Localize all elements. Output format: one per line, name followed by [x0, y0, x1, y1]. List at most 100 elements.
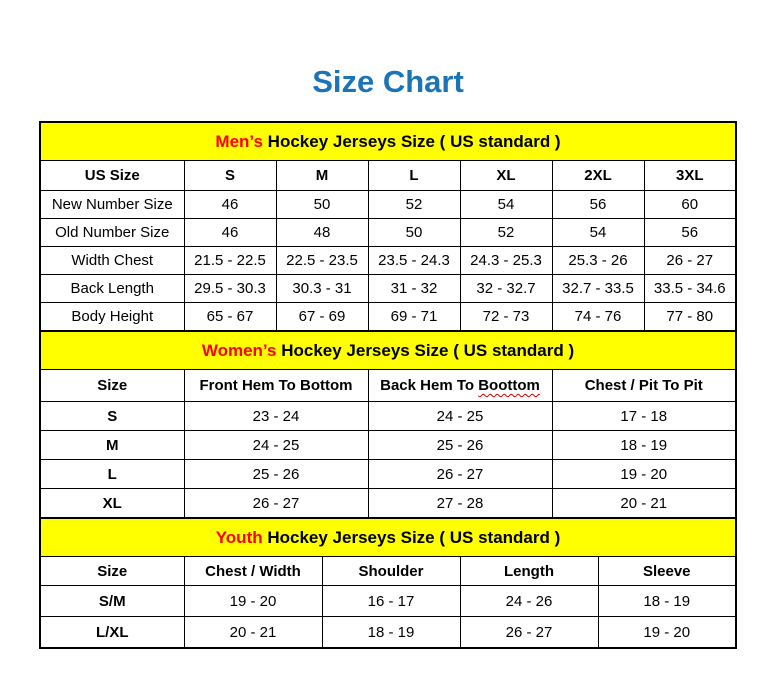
- size-value: 50: [275, 190, 369, 219]
- table-row: S/M 19 - 20 16 - 17 24 - 26 18 - 19: [39, 585, 737, 617]
- size-value: 60: [643, 190, 737, 219]
- size-value: 24 - 26: [459, 585, 599, 617]
- size-value: 18 - 19: [551, 430, 737, 460]
- size-value: 30.3 - 31: [275, 274, 369, 303]
- size-value: 21.5 - 22.5: [183, 246, 277, 275]
- size-value: 48: [275, 218, 369, 247]
- column-header: US Size: [39, 160, 185, 191]
- table-row: Old Number Size 46 48 50 52 54 56: [39, 218, 737, 247]
- table-row: Width Chest 21.5 - 22.5 22.5 - 23.5 23.5 - …: [39, 246, 737, 275]
- size-value: 24.3 - 25.3: [459, 246, 553, 275]
- column-header: Shoulder: [321, 556, 461, 586]
- size-value: 50: [367, 218, 461, 247]
- mens-caption: Men’s Hockey Jerseys Size ( US standard …: [39, 121, 737, 161]
- row-label: Body Height: [39, 302, 185, 332]
- size-value: 26 - 27: [367, 459, 553, 489]
- page-title: Size Chart: [312, 64, 464, 99]
- size-value: 23 - 24: [183, 401, 369, 431]
- size-value: 26 - 27: [183, 488, 369, 519]
- row-label: XL: [39, 488, 185, 519]
- size-value: 72 - 73: [459, 302, 553, 332]
- column-header: M: [275, 160, 369, 191]
- misspelled-word: Boottom: [478, 377, 540, 394]
- table-row: XL 26 - 27 27 - 28 20 - 21: [39, 488, 737, 519]
- size-value: 26 - 27: [643, 246, 737, 275]
- table-row: Body Height 65 - 67 67 - 69 69 - 71 72 - 73 7…: [39, 302, 737, 332]
- row-label: Old Number Size: [39, 218, 185, 247]
- size-value: 25 - 26: [367, 430, 553, 460]
- size-value: 65 - 67: [183, 302, 277, 332]
- size-value: 56: [643, 218, 737, 247]
- size-value: 74 - 76: [551, 302, 645, 332]
- size-value: 56: [551, 190, 645, 219]
- size-value: 23.5 - 24.3: [367, 246, 461, 275]
- size-value: 29.5 - 30.3: [183, 274, 277, 303]
- column-header: Size: [39, 369, 185, 402]
- mens-header-row: US Size S M L XL 2XL 3XL: [39, 160, 737, 191]
- table-row: M 24 - 25 25 - 26 18 - 19: [39, 430, 737, 460]
- column-header: Front Hem To Bottom: [183, 369, 369, 402]
- table-row: L 25 - 26 26 - 27 19 - 20: [39, 459, 737, 489]
- size-value: 54: [459, 190, 553, 219]
- size-value: 17 - 18: [551, 401, 737, 431]
- youth-header-row: Size Chest / Width Shoulder Length Sleeve: [39, 556, 737, 586]
- womens-size-table: Women’s Hockey Jerseys Size ( US standar…: [39, 330, 737, 519]
- size-value: 69 - 71: [367, 302, 461, 332]
- womens-caption: Women’s Hockey Jerseys Size ( US standar…: [39, 330, 737, 370]
- table-row: S 23 - 24 24 - 25 17 - 18: [39, 401, 737, 431]
- size-value: 32.7 - 33.5: [551, 274, 645, 303]
- size-value: 24 - 25: [367, 401, 553, 431]
- column-header: XL: [459, 160, 553, 191]
- column-header: Size: [39, 556, 185, 586]
- row-label: S: [39, 401, 185, 431]
- table-row: New Number Size 46 50 52 54 56 60: [39, 190, 737, 219]
- row-label: New Number Size: [39, 190, 185, 219]
- size-value: 18 - 19: [597, 585, 737, 617]
- size-value: 19 - 20: [551, 459, 737, 489]
- table-row: Back Length 29.5 - 30.3 30.3 - 31 31 - 32 32…: [39, 274, 737, 303]
- column-header: Length: [459, 556, 599, 586]
- column-header: Chest / Pit To Pit: [551, 369, 737, 402]
- header-text: Back Hem To: [380, 377, 479, 394]
- size-value: 52: [459, 218, 553, 247]
- size-tables: Men’s Hockey Jerseys Size ( US standard …: [39, 121, 737, 649]
- size-value: 19 - 20: [597, 616, 737, 649]
- column-header: Back Hem To Boottom: [367, 369, 553, 402]
- size-value: 25.3 - 26: [551, 246, 645, 275]
- table-row: L/XL 20 - 21 18 - 19 26 - 27 19 - 20: [39, 616, 737, 649]
- column-header: 3XL: [643, 160, 737, 191]
- womens-caption-text: Hockey Jerseys Size ( US standard ): [276, 340, 575, 360]
- row-label: S/M: [39, 585, 185, 617]
- size-value: 46: [183, 190, 277, 219]
- column-header: Sleeve: [597, 556, 737, 586]
- womens-caption-row: Women’s Hockey Jerseys Size ( US standar…: [39, 330, 737, 370]
- youth-caption-highlight: Youth: [215, 527, 263, 547]
- size-value: 46: [183, 218, 277, 247]
- row-label: L: [39, 459, 185, 489]
- size-value: 77 - 80: [643, 302, 737, 332]
- size-value: 20 - 21: [183, 616, 323, 649]
- size-value: 52: [367, 190, 461, 219]
- size-value: 22.5 - 23.5: [275, 246, 369, 275]
- size-value: 24 - 25: [183, 430, 369, 460]
- column-header: Chest / Width: [183, 556, 323, 586]
- size-value: 26 - 27: [459, 616, 599, 649]
- column-header: S: [183, 160, 277, 191]
- column-header: L: [367, 160, 461, 191]
- row-label: M: [39, 430, 185, 460]
- mens-caption-text: Hockey Jerseys Size ( US standard ): [262, 131, 561, 151]
- row-label: Back Length: [39, 274, 185, 303]
- size-value: 16 - 17: [321, 585, 461, 617]
- youth-size-table: Youth Hockey Jerseys Size ( US standard …: [39, 517, 737, 649]
- size-value: 31 - 32: [367, 274, 461, 303]
- mens-caption-highlight: Men’s: [215, 131, 263, 151]
- size-value: 27 - 28: [367, 488, 553, 519]
- youth-caption-row: Youth Hockey Jerseys Size ( US standard …: [39, 517, 737, 557]
- womens-header-row: Size Front Hem To Bottom Back Hem To Boott…: [39, 369, 737, 402]
- size-value: 20 - 21: [551, 488, 737, 519]
- youth-caption-text: Hockey Jerseys Size ( US standard ): [262, 527, 561, 547]
- row-label: Width Chest: [39, 246, 185, 275]
- column-header: 2XL: [551, 160, 645, 191]
- mens-size-table: Men’s Hockey Jerseys Size ( US standard …: [39, 121, 737, 332]
